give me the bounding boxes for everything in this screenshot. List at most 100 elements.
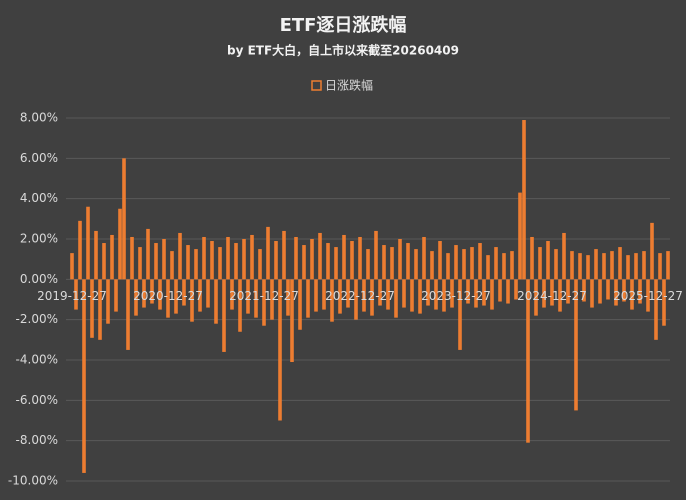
bar — [350, 241, 354, 280]
bar — [430, 251, 434, 280]
bar — [342, 234, 346, 280]
bar — [594, 249, 598, 280]
bar — [638, 279, 642, 304]
x-tick-label: 2020-12-27 — [133, 289, 203, 303]
bar — [390, 247, 394, 280]
bar — [338, 279, 342, 314]
bar — [514, 279, 518, 300]
x-tick-label: 2023-12-27 — [421, 289, 491, 303]
bar — [494, 247, 498, 280]
bar — [178, 232, 182, 280]
bar — [362, 279, 366, 312]
chart-subtitle: by ETF大白，自上市以来截至20260409 — [227, 43, 459, 58]
bar — [482, 279, 486, 306]
bar — [546, 241, 550, 280]
bar — [602, 253, 606, 280]
bar — [582, 279, 586, 302]
bar — [370, 279, 374, 316]
bar — [570, 251, 574, 280]
bar — [610, 251, 614, 280]
bar — [598, 279, 602, 304]
y-tick-label: 6.00% — [20, 151, 58, 165]
bar — [358, 236, 362, 280]
chart-title: ETF逐日涨跌幅 — [280, 14, 407, 36]
bar — [578, 253, 582, 280]
bar — [278, 279, 282, 421]
bar — [118, 208, 122, 280]
bar — [646, 279, 650, 312]
bar — [218, 247, 222, 280]
bar — [450, 279, 454, 308]
bar — [586, 255, 590, 280]
bar — [394, 279, 398, 318]
bar — [466, 279, 470, 304]
bar — [470, 247, 474, 280]
bar — [110, 234, 114, 280]
y-tick-label: -10.00% — [8, 474, 58, 488]
bar — [78, 220, 82, 280]
bar — [606, 279, 610, 300]
y-tick-label: -4.00% — [16, 353, 58, 367]
bar — [398, 239, 402, 280]
bar — [346, 279, 350, 308]
bar — [310, 239, 314, 280]
bar — [438, 241, 442, 280]
bar — [506, 279, 510, 304]
bar — [486, 255, 490, 280]
y-tick-label: -6.00% — [16, 393, 58, 407]
bar — [414, 249, 418, 280]
bar — [174, 279, 178, 314]
bar — [294, 236, 298, 280]
bar — [314, 279, 318, 312]
bar — [410, 279, 414, 312]
bar — [518, 192, 522, 280]
bar — [634, 253, 638, 280]
bar — [190, 279, 194, 322]
bar — [386, 279, 390, 310]
bar — [254, 279, 258, 318]
bar — [246, 279, 250, 314]
bar — [326, 243, 330, 280]
bar — [142, 279, 146, 308]
bar — [630, 279, 634, 310]
bar — [510, 251, 514, 280]
y-tick-label: -8.00% — [16, 433, 58, 447]
bar — [498, 279, 502, 302]
bar — [226, 236, 230, 280]
bar — [574, 279, 578, 411]
bar — [402, 279, 406, 308]
bar — [566, 279, 570, 304]
bar — [526, 279, 530, 443]
bar — [626, 255, 630, 280]
y-tick-label: -2.00% — [16, 312, 58, 326]
bar — [522, 120, 526, 280]
x-tick-label: 2025-12-27 — [613, 289, 683, 303]
bar — [214, 279, 218, 324]
bar — [318, 232, 322, 280]
bar — [558, 279, 562, 312]
bar — [106, 279, 110, 324]
bar — [322, 279, 326, 310]
bar — [378, 279, 382, 306]
bar — [658, 253, 662, 280]
bar — [306, 279, 310, 318]
legend-swatch — [311, 80, 322, 91]
bar — [74, 279, 78, 310]
bar — [162, 239, 166, 280]
bar — [418, 279, 422, 314]
bar — [562, 232, 566, 280]
bar — [194, 249, 198, 280]
bar — [590, 279, 594, 308]
bar — [354, 279, 358, 320]
bar — [334, 247, 338, 280]
bar — [290, 279, 294, 363]
bar — [134, 279, 138, 316]
bar — [70, 253, 74, 280]
bar — [422, 236, 426, 280]
bar — [446, 253, 450, 280]
x-tick-label: 2024-12-27 — [517, 289, 587, 303]
bar — [186, 245, 190, 280]
bar — [198, 279, 202, 312]
bar — [550, 279, 554, 306]
